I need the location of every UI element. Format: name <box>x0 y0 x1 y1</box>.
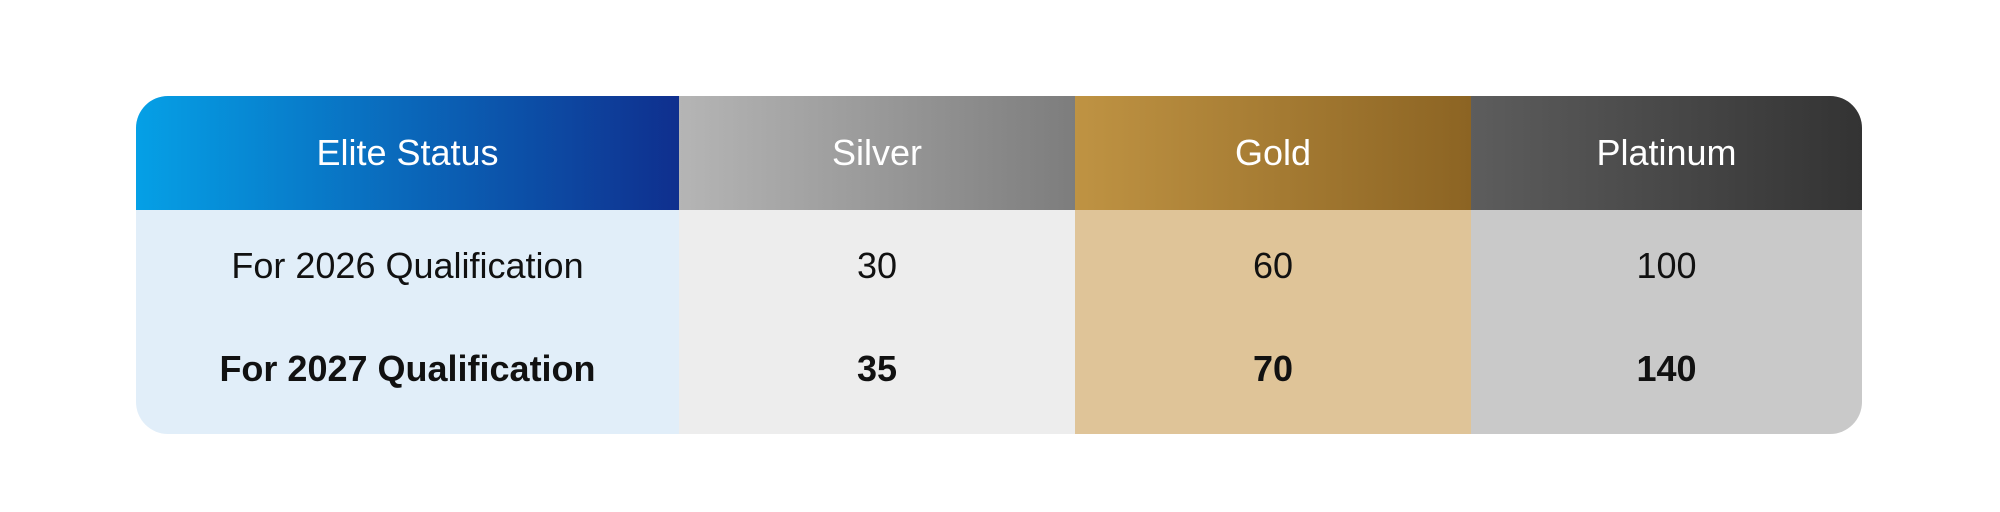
silver-2026: 30 <box>856 244 898 286</box>
header-elite-status: Elite Status <box>136 96 679 210</box>
elite-status-table: Elite Status Silver Gold Platinum For 20… <box>136 96 1862 434</box>
row-label-2027: For 2027 Qualification <box>219 347 596 389</box>
header-silver: Silver <box>679 96 1075 210</box>
label-column: For 2026 Qualification For 2027 Qualific… <box>136 210 679 434</box>
platinum-column: 100 140 <box>1471 210 1862 434</box>
header-gold: Gold <box>1075 96 1471 210</box>
gold-2027: 70 <box>1252 347 1294 389</box>
gold-2026: 60 <box>1252 244 1294 286</box>
silver-2027: 35 <box>856 347 898 389</box>
silver-column: 30 35 <box>679 210 1075 434</box>
row-label-2026: For 2026 Qualification <box>231 244 584 286</box>
platinum-2027: 140 <box>1636 347 1697 389</box>
platinum-2026: 100 <box>1636 244 1697 286</box>
header-platinum: Platinum <box>1471 96 1862 210</box>
gold-column: 60 70 <box>1075 210 1471 434</box>
